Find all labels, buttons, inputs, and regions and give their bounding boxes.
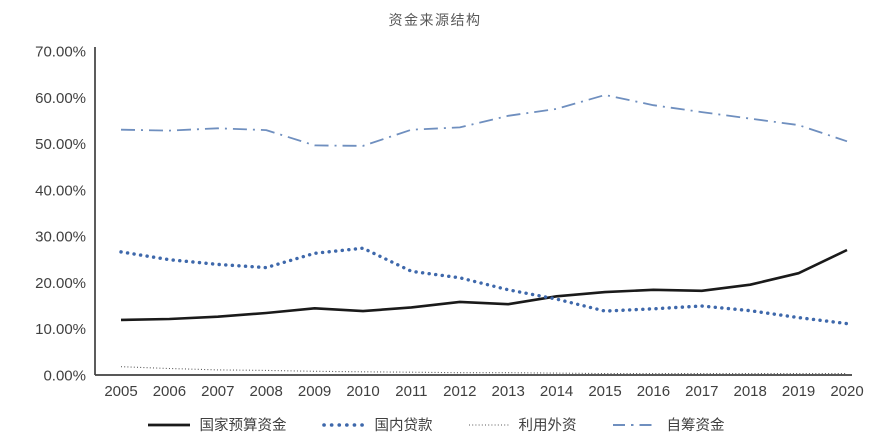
legend-label-self-raised-funds: 自筹资金 [666,418,725,434]
x-tick-label: 2010 [346,383,379,400]
legend-marker-dotted-line [321,422,367,427]
chart-title: 资金来源结构 [388,12,482,28]
x-tick-label: 2012 [443,383,476,400]
x-tick-label: 2014 [540,383,573,400]
y-tick-label: 10.00% [35,321,86,338]
legend-marker-dash-dot-line [612,423,657,426]
x-tick-label: 2013 [492,383,525,400]
y-tick-label: 70.00% [35,44,86,61]
y-tick-label: 60.00% [35,90,86,107]
x-tick-label: 2019 [782,383,815,400]
legend-label-national-budget-funds: 国家预算资金 [199,418,287,434]
legend-item-self-raised-funds: 自筹资金 [611,414,725,435]
y-tick-label: 50.00% [35,136,86,153]
x-tick-label: 2006 [153,383,186,400]
y-tick-label: 40.00% [35,182,86,199]
legend-item-national-budget-funds: 国家预算资金 [146,414,287,435]
x-tick-label: 2020 [830,383,863,400]
x-tick-label: 2009 [298,383,331,400]
legend-item-domestic-loans: 国内贷款 [321,414,433,435]
x-tick-label: 2018 [734,383,767,400]
y-tick-label: 30.00% [35,229,86,246]
y-tick-label: 20.00% [35,275,86,292]
series-line-0 [120,248,848,322]
x-tick-label: 2017 [685,383,718,400]
legend-item-foreign-capital: 利用外资 [467,414,577,435]
x-tick-label: 2016 [637,383,670,400]
legend-marker-solid-line [147,423,190,426]
legend-label-domestic-loans: 国内贷款 [374,418,433,434]
x-tick-label: 2011 [395,383,427,400]
series-line-3 [120,94,848,147]
x-tick-label: 2007 [201,383,234,400]
series-line-2 [120,366,847,375]
x-tick-label: 2015 [588,383,621,400]
x-tick-label: 2005 [104,383,137,400]
legend-marker-fine-dotted-line [468,423,509,426]
x-tick-label: 2008 [250,383,283,400]
legend-label-foreign-capital: 利用外资 [518,418,577,434]
legend: 国家预算资金 国内贷款 利用外资 自筹资金 [0,414,870,435]
y-tick-label: 0.00% [43,368,86,385]
